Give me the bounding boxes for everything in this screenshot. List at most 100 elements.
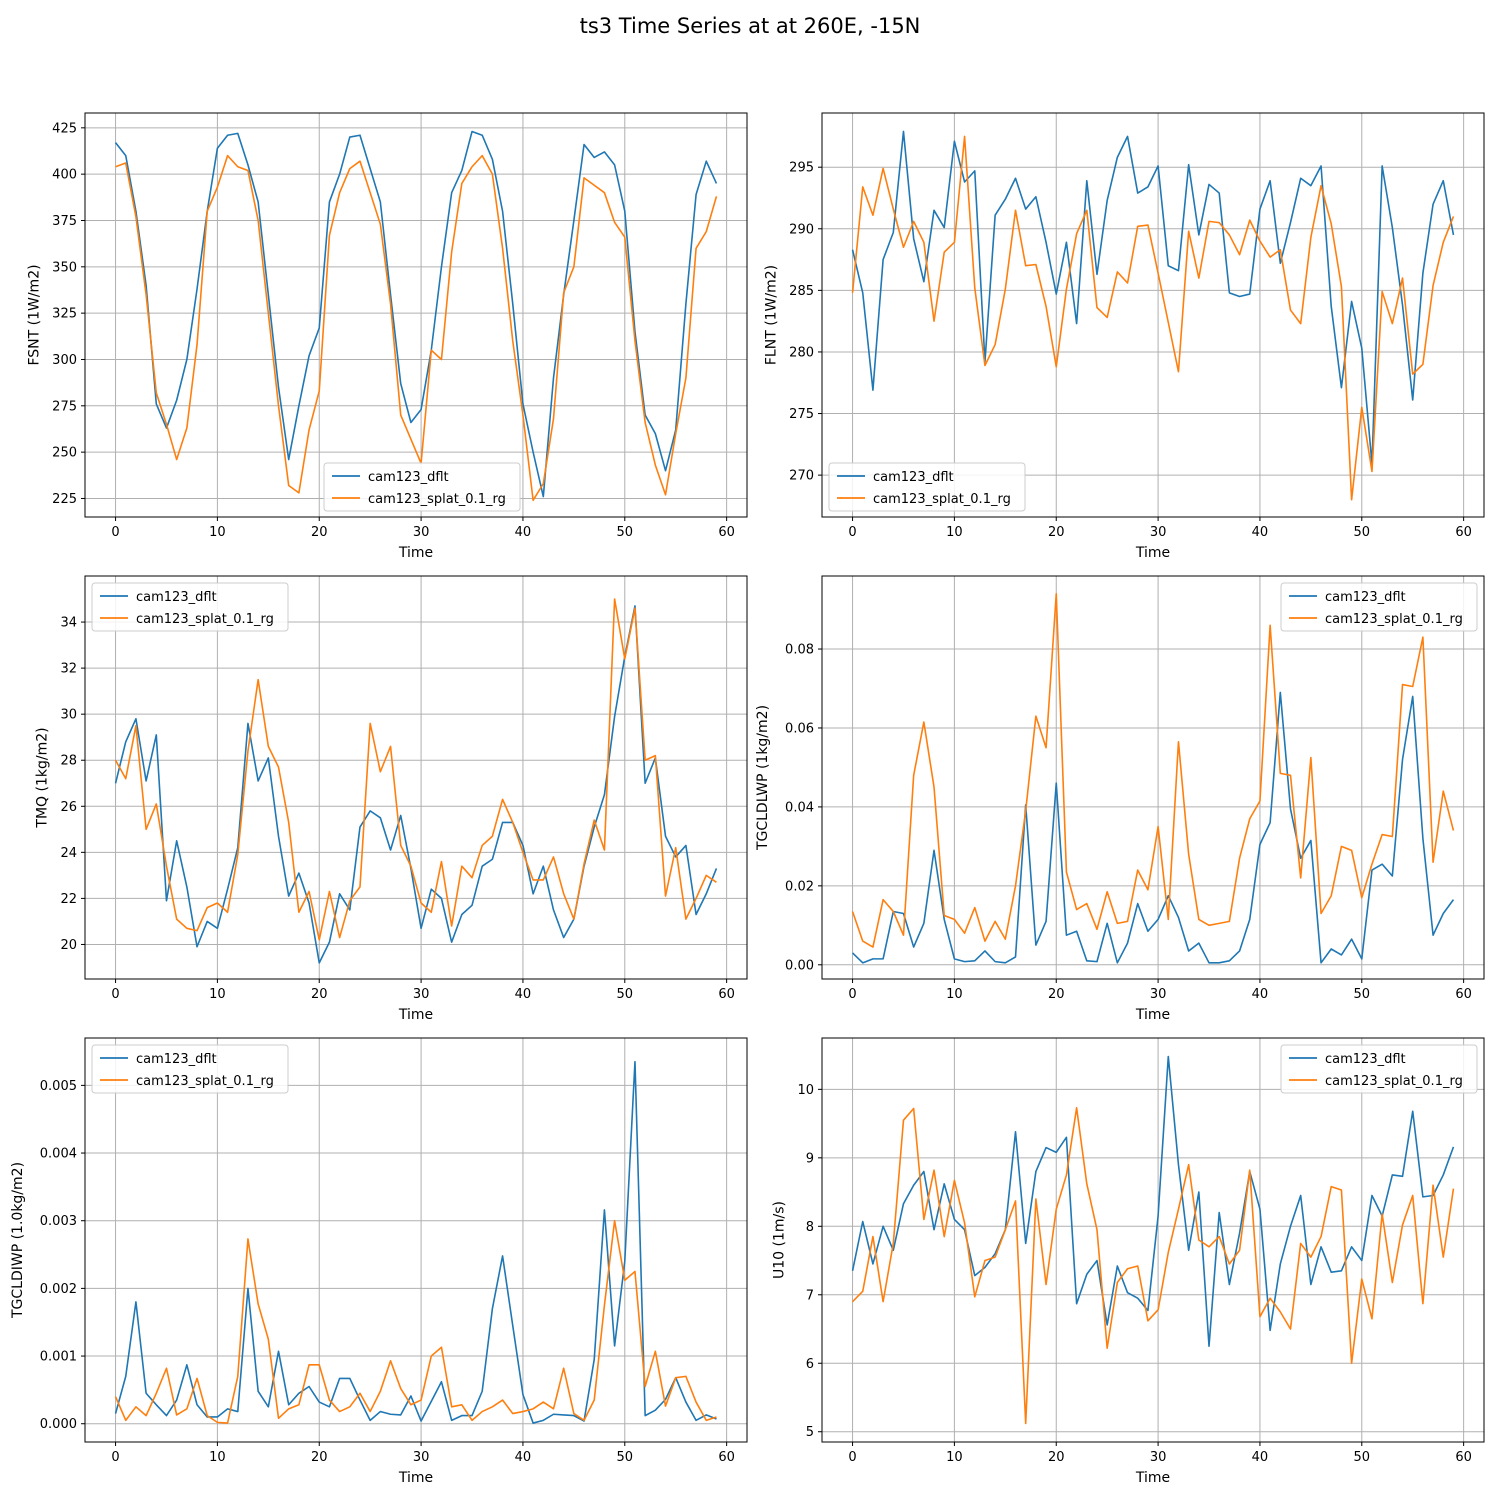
y-tick-label: 275: [52, 399, 77, 414]
y-axis-label: U10 (1m/s): [772, 1201, 788, 1279]
y-tick-label: 270: [789, 469, 814, 484]
y-tick-label: 28: [60, 754, 77, 769]
series-line-splat: [114, 1219, 717, 1424]
series-line-splat: [114, 598, 717, 941]
legend-label: cam123_splat_0.1_rg: [136, 612, 274, 627]
x-tick-label: 30: [413, 987, 430, 1002]
x-tick-label: 0: [848, 525, 856, 540]
y-tick-label: 0.04: [785, 800, 814, 815]
series-line-dflt: [851, 1055, 1455, 1347]
series-line-splat: [851, 135, 1455, 501]
y-tick-label: 400: [52, 168, 77, 183]
legend-label: cam123_dflt: [136, 1052, 217, 1067]
legend-box: [1280, 1044, 1478, 1094]
x-tick-label: 20: [311, 525, 328, 540]
y-tick-label: 20: [60, 938, 77, 953]
x-tick-label: 30: [413, 525, 430, 540]
x-tick-label: 50: [617, 1450, 634, 1465]
y-tick-label: 275: [789, 407, 814, 422]
y-tick-label: 290: [789, 222, 814, 237]
x-tick-label: 50: [1354, 1450, 1371, 1465]
x-tick-label: 60: [718, 525, 735, 540]
x-tick-label: 30: [1150, 987, 1167, 1002]
y-tick-label: 250: [52, 446, 77, 461]
chart-panel-bottom-left: 0 10 20 30 40 50 60 0.000 0.001 0.002 0.003 0.004 0.…: [10, 1037, 748, 1486]
series-line-splat: [851, 592, 1455, 948]
x-tick-label: 40: [1252, 525, 1269, 540]
x-tick-label: 60: [1455, 987, 1472, 1002]
axes-frame: [84, 1037, 748, 1443]
legend: cam123_dflt cam123_splat_0.1_rg: [828, 462, 1026, 512]
x-axis-label: Time: [398, 545, 433, 561]
axes-frame: [84, 575, 748, 980]
x-tick-label: 0: [111, 987, 119, 1002]
legend-label: cam123_dflt: [368, 470, 449, 485]
y-tick-label: 24: [60, 846, 77, 861]
y-tick-label: 0.000: [40, 1417, 77, 1432]
legend-label: cam123_splat_0.1_rg: [873, 492, 1011, 507]
y-tick-label: 375: [52, 214, 77, 229]
y-tick-label: 285: [789, 284, 814, 299]
y-tick-label: 0.001: [40, 1350, 77, 1365]
legend-label: cam123_splat_0.1_rg: [136, 1074, 274, 1089]
x-tick-label: 20: [311, 1450, 328, 1465]
x-tick-label: 60: [1455, 1450, 1472, 1465]
legend-box: [91, 1044, 289, 1094]
series-line-dflt: [114, 605, 718, 964]
x-tick-label: 20: [311, 987, 328, 1002]
series-line-dflt: [851, 130, 1455, 465]
legend-label: cam123_splat_0.1_rg: [1325, 612, 1463, 627]
x-axis-label: Time: [1135, 1007, 1170, 1023]
y-tick-label: 325: [52, 307, 77, 322]
legend-label: cam123_dflt: [873, 470, 954, 485]
y-tick-label: 0.005: [40, 1079, 77, 1094]
series-line-dflt: [114, 1060, 717, 1424]
legend-box: [323, 462, 521, 512]
legend-box: [91, 582, 289, 632]
chart-panel-top-right: 0 10 20 30 40 50 60 270 275 280 285 290 295 Time FLNT …: [763, 112, 1485, 561]
legend: cam123_dflt cam123_splat_0.1_rg: [91, 1044, 289, 1094]
chart-panel-top-left: 0 10 20 30 40 50 60 225 250 275 300 325 350 375 400 425…: [26, 112, 748, 561]
legend: cam123_dflt cam123_splat_0.1_rg: [91, 582, 289, 632]
x-axis-label: Time: [398, 1470, 433, 1486]
y-axis-label: TGCLDLWP (1kg/m2): [755, 705, 771, 851]
x-tick-label: 40: [515, 1450, 532, 1465]
x-tick-label: 30: [1150, 525, 1167, 540]
series-line-dflt: [851, 691, 1455, 964]
y-tick-label: 280: [789, 345, 814, 360]
x-tick-label: 0: [111, 1450, 119, 1465]
x-tick-label: 10: [946, 987, 963, 1002]
y-tick-label: 425: [52, 121, 77, 136]
y-tick-label: 0.08: [785, 643, 814, 658]
x-axis-label: Time: [1135, 1470, 1170, 1486]
y-tick-label: 22: [60, 892, 77, 907]
axes-frame: [84, 112, 748, 518]
x-tick-label: 10: [946, 1450, 963, 1465]
y-tick-label: 7: [806, 1288, 814, 1303]
legend-label: cam123_splat_0.1_rg: [1325, 1074, 1463, 1089]
x-axis-label: Time: [1135, 545, 1170, 561]
x-tick-label: 20: [1048, 1450, 1065, 1465]
x-tick-label: 0: [111, 525, 119, 540]
legend-label: cam123_dflt: [1325, 1052, 1406, 1067]
y-tick-label: 295: [789, 161, 814, 176]
x-tick-label: 50: [1354, 987, 1371, 1002]
x-tick-label: 40: [1252, 987, 1269, 1002]
x-tick-label: 50: [617, 987, 634, 1002]
series-line-splat: [851, 1107, 1455, 1425]
x-tick-label: 60: [718, 987, 735, 1002]
chart-panel-bottom-right: 0 10 20 30 40 50 60 5 6 7 8 9 10 Time U10 (1m/s) cam123…: [772, 1037, 1485, 1486]
y-tick-label: 0.002: [40, 1282, 77, 1297]
y-tick-label: 300: [52, 353, 77, 368]
x-tick-label: 10: [209, 1450, 226, 1465]
x-tick-label: 50: [617, 525, 634, 540]
x-tick-label: 30: [1150, 1450, 1167, 1465]
y-tick-label: 8: [806, 1220, 814, 1235]
chart-panel-middle-left: 0 10 20 30 40 50 60 20 22 24 26 28 30 32 34 Time TMQ (1k…: [35, 575, 748, 1023]
y-tick-label: 0.00: [785, 958, 814, 973]
legend: cam123_dflt cam123_splat_0.1_rg: [1280, 582, 1478, 632]
x-tick-label: 20: [1048, 987, 1065, 1002]
y-axis-label: FLNT (1W/m2): [763, 265, 779, 365]
